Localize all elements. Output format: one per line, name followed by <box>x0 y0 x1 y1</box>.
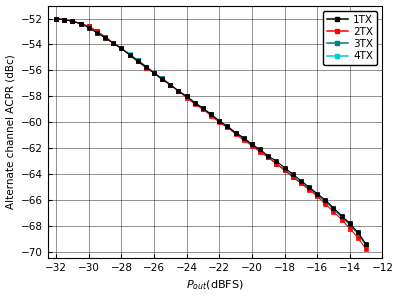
X-axis label: $P_{out}$(dBFS): $P_{out}$(dBFS) <box>186 279 244 292</box>
Legend: 1TX, 2TX, 3TX, 4TX: 1TX, 2TX, 3TX, 4TX <box>323 11 377 65</box>
Y-axis label: Alternate channel ACPR (dBc): Alternate channel ACPR (dBc) <box>6 55 16 209</box>
